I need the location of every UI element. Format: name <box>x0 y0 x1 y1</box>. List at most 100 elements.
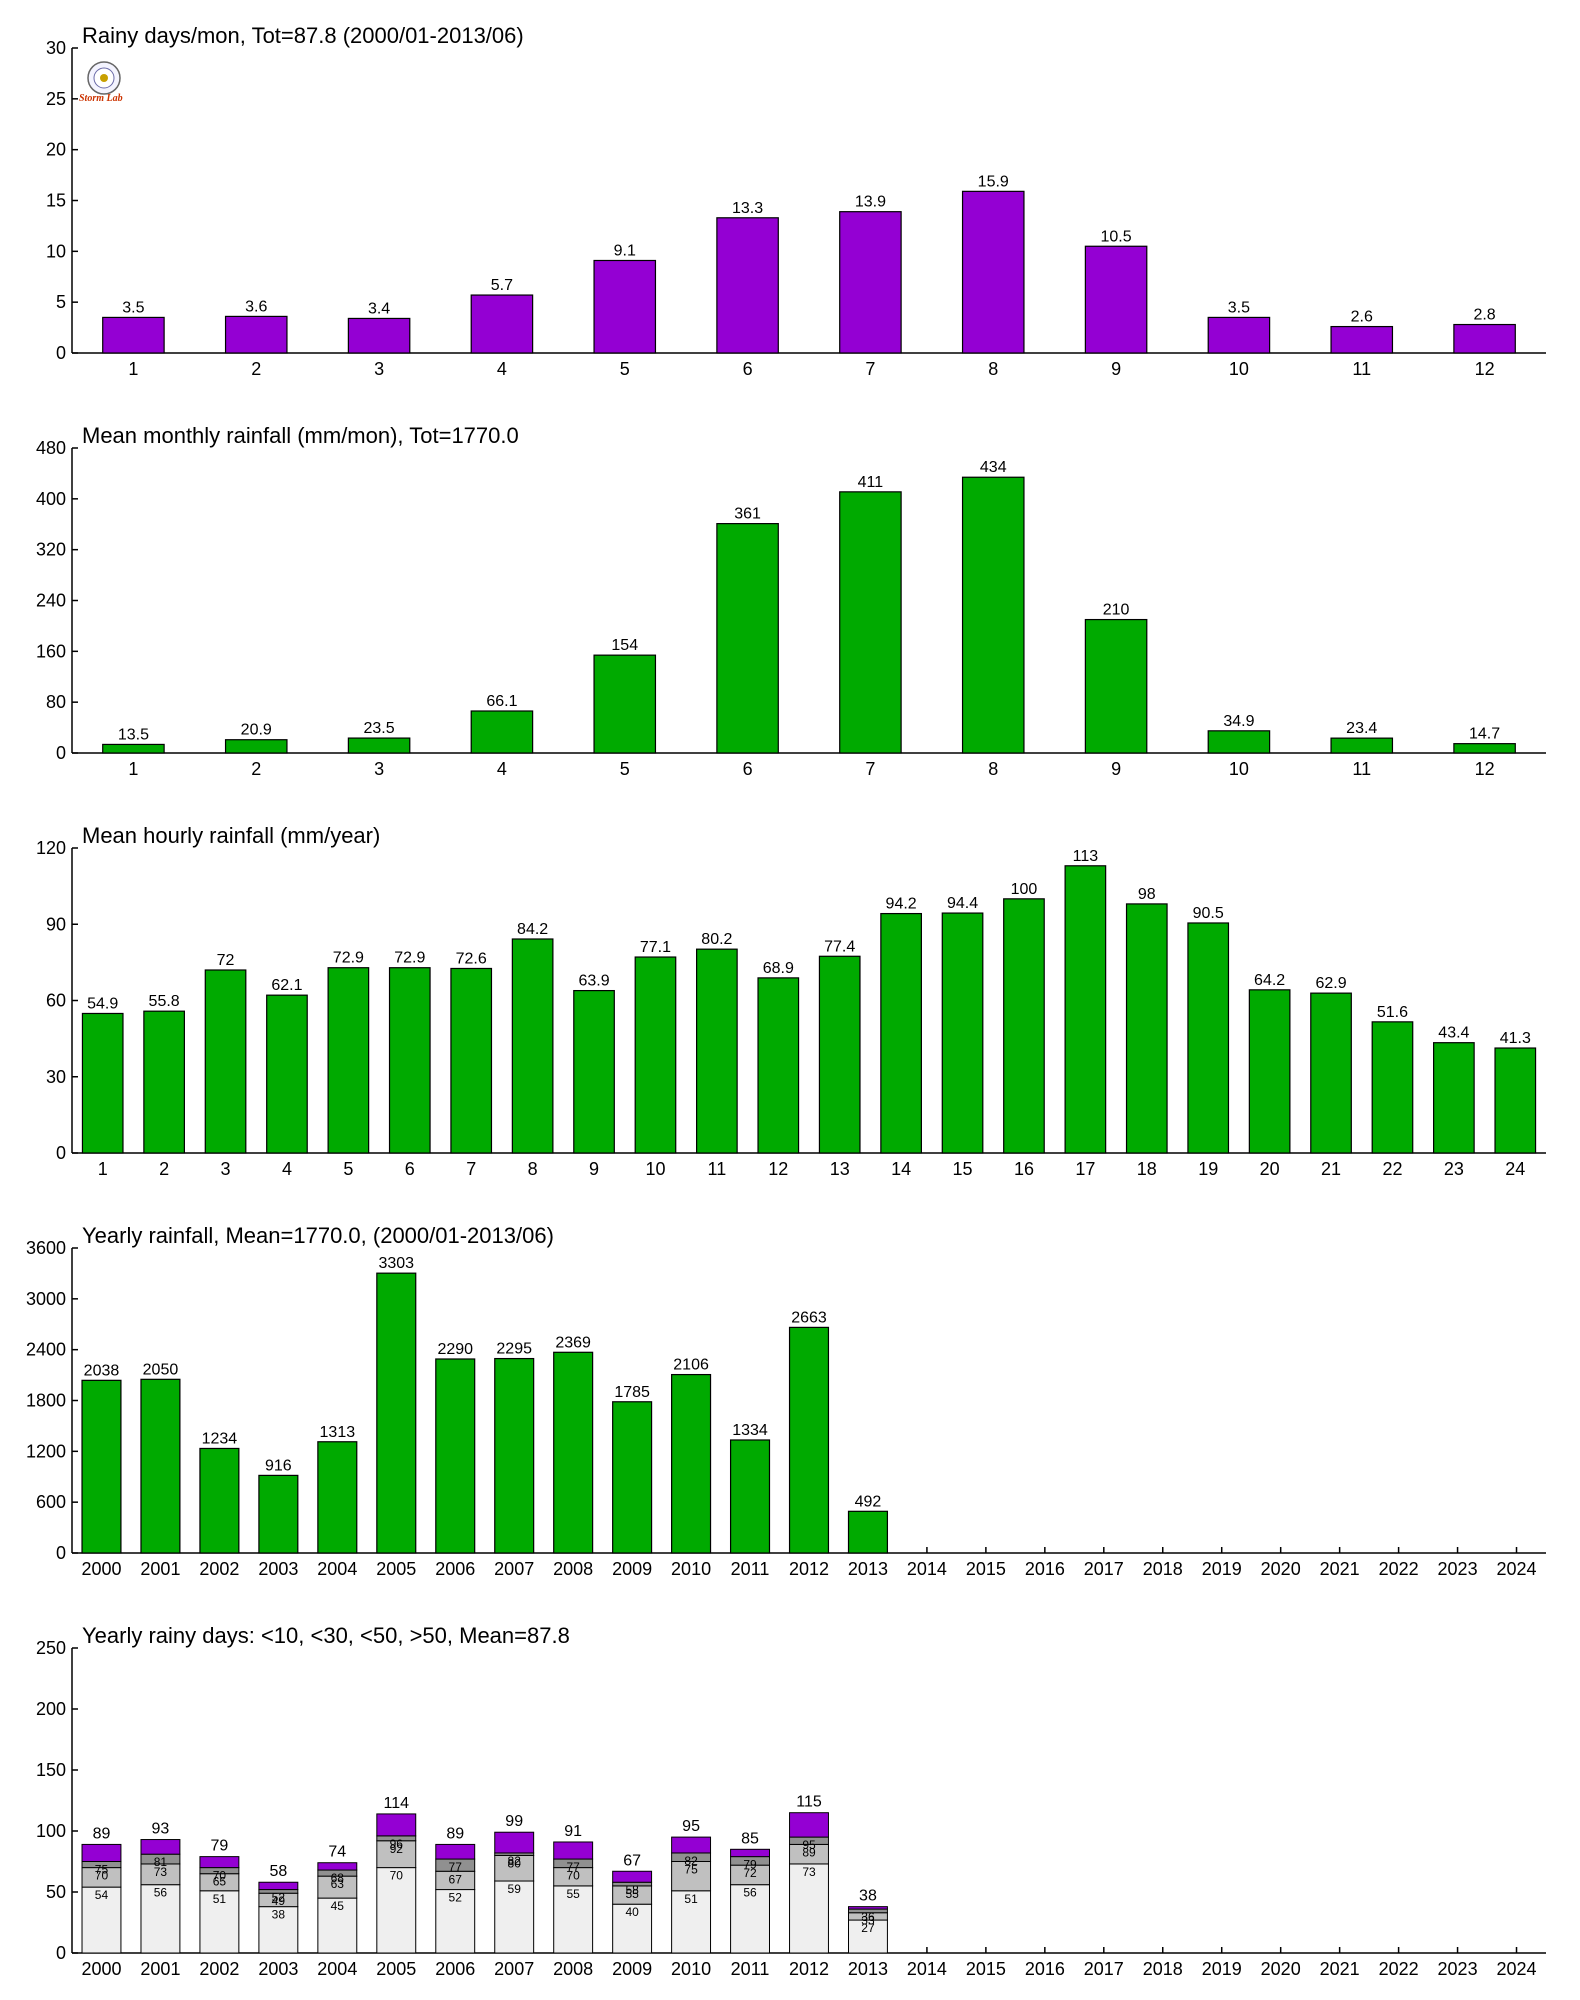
y-tick-label: 320 <box>36 540 66 560</box>
segment-value-label: 82 <box>508 1854 522 1868</box>
y-tick-label: 480 <box>36 438 66 458</box>
bar-value-label: 23.4 <box>1346 720 1377 737</box>
x-tick-label: 2 <box>159 1159 169 1179</box>
panel-title: Yearly rainy days: <10, <30, <50, >50, M… <box>82 1623 570 1648</box>
bar-value-label: 13.9 <box>855 194 886 211</box>
x-tick-label: 12 <box>768 1159 788 1179</box>
y-tick-label: 3600 <box>26 1238 66 1258</box>
bar-value-label: 9.1 <box>614 242 636 259</box>
y-tick-label: 50 <box>46 1882 66 1902</box>
bar-value-label: 90.5 <box>1193 905 1224 922</box>
bar-value-label: 72.9 <box>394 950 425 967</box>
segment-value-label: 73 <box>802 1865 816 1879</box>
total-value-label: 58 <box>269 1863 287 1880</box>
segment-value-label: 75 <box>95 1863 109 1877</box>
bar-value-label: 10.5 <box>1101 228 1132 245</box>
segment-value-label: 59 <box>508 1882 522 1896</box>
bar-value-label: 3.5 <box>122 299 144 316</box>
x-tick-label: 2023 <box>1438 1959 1478 1979</box>
segment-value-label: 27 <box>861 1921 875 1935</box>
segment-value-label: 67 <box>449 1872 463 1886</box>
panel-title: Mean monthly rainfall (mm/mon), Tot=1770… <box>82 423 519 448</box>
x-tick-label: 1 <box>98 1159 108 1179</box>
x-tick-label: 6 <box>405 1159 415 1179</box>
y-tick-label: 30 <box>46 1067 66 1087</box>
stacked-segment <box>494 1880 535 1954</box>
bar <box>327 967 370 1154</box>
x-tick-label: 2012 <box>789 1959 829 1979</box>
bar <box>612 1401 653 1554</box>
x-tick-label: 1 <box>128 359 138 379</box>
bar <box>1187 922 1230 1154</box>
panel-yearly-rainy-days: Yearly rainy days: <10, <30, <50, >50, M… <box>36 1623 1546 1979</box>
x-tick-label: 2009 <box>612 1959 652 1979</box>
y-tick-label: 120 <box>36 838 66 858</box>
bar <box>1207 730 1271 754</box>
x-tick-label: 2004 <box>317 1959 357 1979</box>
y-tick-label: 30 <box>46 38 66 58</box>
x-tick-label: 5 <box>343 1159 353 1179</box>
bar <box>435 1358 476 1554</box>
bar <box>847 1510 889 1554</box>
segment-value-label: 36 <box>861 1910 875 1924</box>
bar-value-label: 1785 <box>614 1384 650 1401</box>
y-tick-label: 10 <box>46 241 66 261</box>
bar <box>1084 618 1148 754</box>
bar-value-label: 62.1 <box>271 977 302 994</box>
x-tick-label: 16 <box>1014 1159 1034 1179</box>
bar <box>199 1447 240 1554</box>
x-tick-label: 2017 <box>1084 1559 1124 1579</box>
total-value-label: 74 <box>328 1844 346 1861</box>
bar <box>1330 325 1394 354</box>
bar <box>140 1378 181 1554</box>
bar-value-label: 2290 <box>437 1341 473 1358</box>
bar <box>1003 898 1045 1154</box>
x-tick-label: 3 <box>374 359 384 379</box>
segment-value-label: 80 <box>508 1856 522 1870</box>
segment-value-label: 33 <box>861 1914 875 1928</box>
x-tick-label: 5 <box>620 359 630 379</box>
bar-value-label: 434 <box>980 459 1007 476</box>
segment-value-label: 49 <box>272 1894 286 1908</box>
bar <box>593 259 657 354</box>
bar <box>347 317 411 354</box>
segment-value-label: 70 <box>95 1869 109 1883</box>
bar-value-label: 1234 <box>202 1430 238 1447</box>
bar <box>1453 323 1516 354</box>
panel-title: Mean hourly rainfall (mm/year) <box>82 823 380 848</box>
stacked-segment <box>671 1890 712 1954</box>
x-tick-label: 2019 <box>1202 1559 1242 1579</box>
segment-value-label: 77 <box>566 1860 580 1874</box>
x-tick-label: 2024 <box>1496 1559 1536 1579</box>
x-tick-label: 2002 <box>199 1559 239 1579</box>
bar-value-label: 2369 <box>555 1334 591 1351</box>
bar-value-label: 14.7 <box>1469 726 1500 743</box>
x-tick-label: 11 <box>1352 759 1371 779</box>
bar <box>818 955 861 1154</box>
bar-value-label: 361 <box>734 506 761 523</box>
x-tick-label: 11 <box>708 1159 727 1179</box>
stacked-segment <box>199 1856 240 1869</box>
segment-value-label: 52 <box>272 1891 286 1905</box>
x-tick-label: 2000 <box>81 1559 121 1579</box>
y-tick-label: 250 <box>36 1638 66 1658</box>
bar <box>716 523 779 754</box>
bar-value-label: 2663 <box>791 1309 827 1326</box>
segment-value-label: 81 <box>154 1855 168 1869</box>
bar <box>317 1441 358 1554</box>
bar <box>839 211 902 354</box>
bar-value-label: 5.7 <box>491 277 513 294</box>
x-tick-label: 15 <box>953 1159 973 1179</box>
panel-title: Yearly rainfall, Mean=1770.0, (2000/01-2… <box>82 1223 554 1248</box>
panel-title: Rainy days/mon, Tot=87.8 (2000/01-2013/0… <box>82 23 524 48</box>
stacked-segment <box>553 1841 594 1860</box>
x-tick-label: 2016 <box>1025 1959 1065 1979</box>
x-tick-label: 2010 <box>671 1559 711 1579</box>
total-value-label: 38 <box>859 1888 877 1905</box>
bar-value-label: 1334 <box>732 1422 768 1439</box>
x-tick-label: 7 <box>466 1159 476 1179</box>
x-tick-label: 2015 <box>966 1559 1006 1579</box>
x-tick-label: 9 <box>589 1159 599 1179</box>
stacked-segment <box>494 1831 535 1854</box>
segment-value-label: 40 <box>625 1905 639 1919</box>
